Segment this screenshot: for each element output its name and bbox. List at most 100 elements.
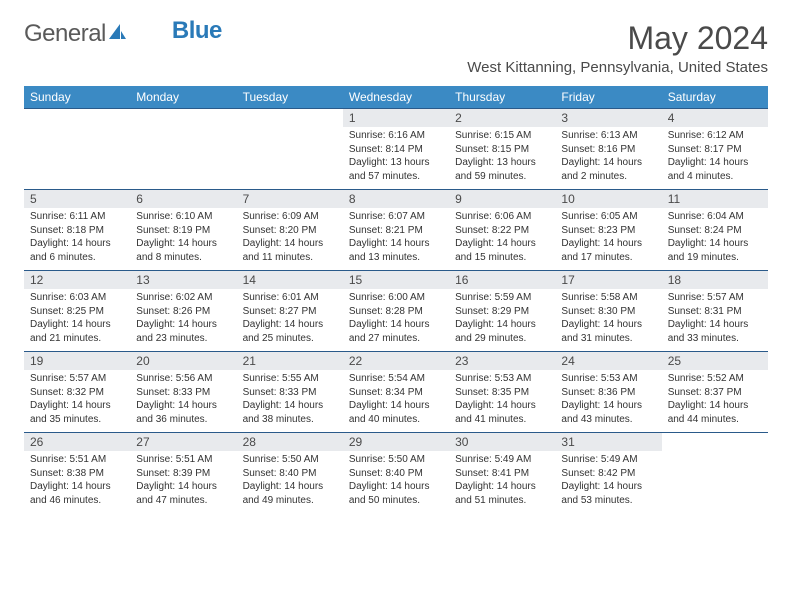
- sunset-text: Sunset: 8:34 PM: [349, 386, 443, 400]
- sunrise-text: Sunrise: 5:56 AM: [136, 372, 230, 386]
- day-number-cell: 18: [662, 271, 768, 290]
- day-info-cell: Sunrise: 5:55 AMSunset: 8:33 PMDaylight:…: [237, 370, 343, 433]
- sunrise-text: Sunrise: 6:06 AM: [455, 210, 549, 224]
- sunrise-text: Sunrise: 5:53 AM: [561, 372, 655, 386]
- sunrise-text: Sunrise: 5:52 AM: [668, 372, 762, 386]
- sunrise-text: Sunrise: 6:09 AM: [243, 210, 337, 224]
- daylight-text: Daylight: 14 hours and 46 minutes.: [30, 480, 124, 507]
- day-info-cell: Sunrise: 6:07 AMSunset: 8:21 PMDaylight:…: [343, 208, 449, 271]
- sunset-text: Sunset: 8:37 PM: [668, 386, 762, 400]
- sunset-text: Sunset: 8:42 PM: [561, 467, 655, 481]
- day-number-cell: 6: [130, 190, 236, 209]
- day-info-cell: Sunrise: 5:57 AMSunset: 8:31 PMDaylight:…: [662, 289, 768, 352]
- sunset-text: Sunset: 8:25 PM: [30, 305, 124, 319]
- day-number-cell: 21: [237, 352, 343, 371]
- day-info-cell: Sunrise: 6:09 AMSunset: 8:20 PMDaylight:…: [237, 208, 343, 271]
- sunrise-text: Sunrise: 6:11 AM: [30, 210, 124, 224]
- daylight-text: Daylight: 14 hours and 31 minutes.: [561, 318, 655, 345]
- daylight-text: Daylight: 14 hours and 13 minutes.: [349, 237, 443, 264]
- sunset-text: Sunset: 8:23 PM: [561, 224, 655, 238]
- month-title: May 2024: [467, 20, 768, 57]
- daylight-text: Daylight: 14 hours and 53 minutes.: [561, 480, 655, 507]
- day-number-row: 12131415161718: [24, 271, 768, 290]
- sunset-text: Sunset: 8:24 PM: [668, 224, 762, 238]
- daylight-text: Daylight: 13 hours and 59 minutes.: [455, 156, 549, 183]
- day-number-cell: 24: [555, 352, 661, 371]
- logo-text-general: General: [24, 20, 106, 48]
- daylight-text: Daylight: 14 hours and 8 minutes.: [136, 237, 230, 264]
- day-info-cell: Sunrise: 6:02 AMSunset: 8:26 PMDaylight:…: [130, 289, 236, 352]
- day-info-cell: Sunrise: 5:51 AMSunset: 8:39 PMDaylight:…: [130, 451, 236, 513]
- sunset-text: Sunset: 8:26 PM: [136, 305, 230, 319]
- daylight-text: Daylight: 14 hours and 33 minutes.: [668, 318, 762, 345]
- sunrise-text: Sunrise: 5:51 AM: [136, 453, 230, 467]
- day-info-cell: Sunrise: 6:03 AMSunset: 8:25 PMDaylight:…: [24, 289, 130, 352]
- day-number-cell: 27: [130, 433, 236, 452]
- day-info-cell: Sunrise: 5:49 AMSunset: 8:42 PMDaylight:…: [555, 451, 661, 513]
- daylight-text: Daylight: 14 hours and 2 minutes.: [561, 156, 655, 183]
- sunrise-text: Sunrise: 5:49 AM: [561, 453, 655, 467]
- logo-text-blue: Blue: [172, 17, 222, 45]
- day-number-cell: 13: [130, 271, 236, 290]
- day-number-cell: 28: [237, 433, 343, 452]
- day-number-cell: 31: [555, 433, 661, 452]
- sunset-text: Sunset: 8:28 PM: [349, 305, 443, 319]
- daylight-text: Daylight: 14 hours and 4 minutes.: [668, 156, 762, 183]
- day-info-cell: Sunrise: 6:13 AMSunset: 8:16 PMDaylight:…: [555, 127, 661, 190]
- day-info-row: Sunrise: 5:51 AMSunset: 8:38 PMDaylight:…: [24, 451, 768, 513]
- day-number-cell: 15: [343, 271, 449, 290]
- day-number-cell: 5: [24, 190, 130, 209]
- weekday-header: Friday: [555, 86, 661, 109]
- sail-icon: [106, 21, 128, 48]
- day-info-cell: Sunrise: 6:00 AMSunset: 8:28 PMDaylight:…: [343, 289, 449, 352]
- day-number-cell: 12: [24, 271, 130, 290]
- sunrise-text: Sunrise: 5:50 AM: [243, 453, 337, 467]
- daylight-text: Daylight: 14 hours and 29 minutes.: [455, 318, 549, 345]
- daylight-text: Daylight: 14 hours and 11 minutes.: [243, 237, 337, 264]
- day-number-cell: 16: [449, 271, 555, 290]
- day-info-cell: [662, 451, 768, 513]
- daylight-text: Daylight: 14 hours and 40 minutes.: [349, 399, 443, 426]
- day-info-cell: Sunrise: 5:53 AMSunset: 8:35 PMDaylight:…: [449, 370, 555, 433]
- daylight-text: Daylight: 14 hours and 17 minutes.: [561, 237, 655, 264]
- day-number-row: 567891011: [24, 190, 768, 209]
- day-number-cell: 19: [24, 352, 130, 371]
- weekday-header: Saturday: [662, 86, 768, 109]
- sunset-text: Sunset: 8:30 PM: [561, 305, 655, 319]
- day-info-cell: Sunrise: 6:04 AMSunset: 8:24 PMDaylight:…: [662, 208, 768, 271]
- day-info-row: Sunrise: 6:03 AMSunset: 8:25 PMDaylight:…: [24, 289, 768, 352]
- day-number-cell: 20: [130, 352, 236, 371]
- day-info-cell: Sunrise: 6:15 AMSunset: 8:15 PMDaylight:…: [449, 127, 555, 190]
- day-number-cell: 26: [24, 433, 130, 452]
- day-number-cell: 30: [449, 433, 555, 452]
- sunset-text: Sunset: 8:19 PM: [136, 224, 230, 238]
- sunset-text: Sunset: 8:21 PM: [349, 224, 443, 238]
- sunrise-text: Sunrise: 6:13 AM: [561, 129, 655, 143]
- day-info-cell: Sunrise: 5:49 AMSunset: 8:41 PMDaylight:…: [449, 451, 555, 513]
- weekday-header: Tuesday: [237, 86, 343, 109]
- weekday-header: Monday: [130, 86, 236, 109]
- day-number-cell: [662, 433, 768, 452]
- weekday-row: Sunday Monday Tuesday Wednesday Thursday…: [24, 86, 768, 109]
- day-number-row: 262728293031: [24, 433, 768, 452]
- day-number-cell: 14: [237, 271, 343, 290]
- sunset-text: Sunset: 8:41 PM: [455, 467, 549, 481]
- sunrise-text: Sunrise: 6:16 AM: [349, 129, 443, 143]
- weekday-header: Thursday: [449, 86, 555, 109]
- daylight-text: Daylight: 14 hours and 19 minutes.: [668, 237, 762, 264]
- location: West Kittanning, Pennsylvania, United St…: [467, 59, 768, 76]
- daylight-text: Daylight: 14 hours and 38 minutes.: [243, 399, 337, 426]
- day-info-cell: [24, 127, 130, 190]
- sunset-text: Sunset: 8:16 PM: [561, 143, 655, 157]
- day-info-row: Sunrise: 6:16 AMSunset: 8:14 PM Daylight:…: [24, 127, 768, 190]
- sunset-text: Sunset: 8:20 PM: [243, 224, 337, 238]
- day-number-cell: 4: [662, 109, 768, 128]
- page: General Blue May 2024 West Kittanning, P…: [0, 0, 792, 533]
- daylight-text: Daylight: 14 hours and 50 minutes.: [349, 480, 443, 507]
- sunset-text: Sunset: 8:14 PM: [349, 143, 443, 157]
- daylight-text: Daylight: 14 hours and 23 minutes.: [136, 318, 230, 345]
- day-info-cell: Sunrise: 5:50 AMSunset: 8:40 PMDaylight:…: [343, 451, 449, 513]
- daylight-text: Daylight: 14 hours and 44 minutes.: [668, 399, 762, 426]
- day-number-cell: 1: [343, 109, 449, 128]
- daylight-text: Daylight: 14 hours and 35 minutes.: [30, 399, 124, 426]
